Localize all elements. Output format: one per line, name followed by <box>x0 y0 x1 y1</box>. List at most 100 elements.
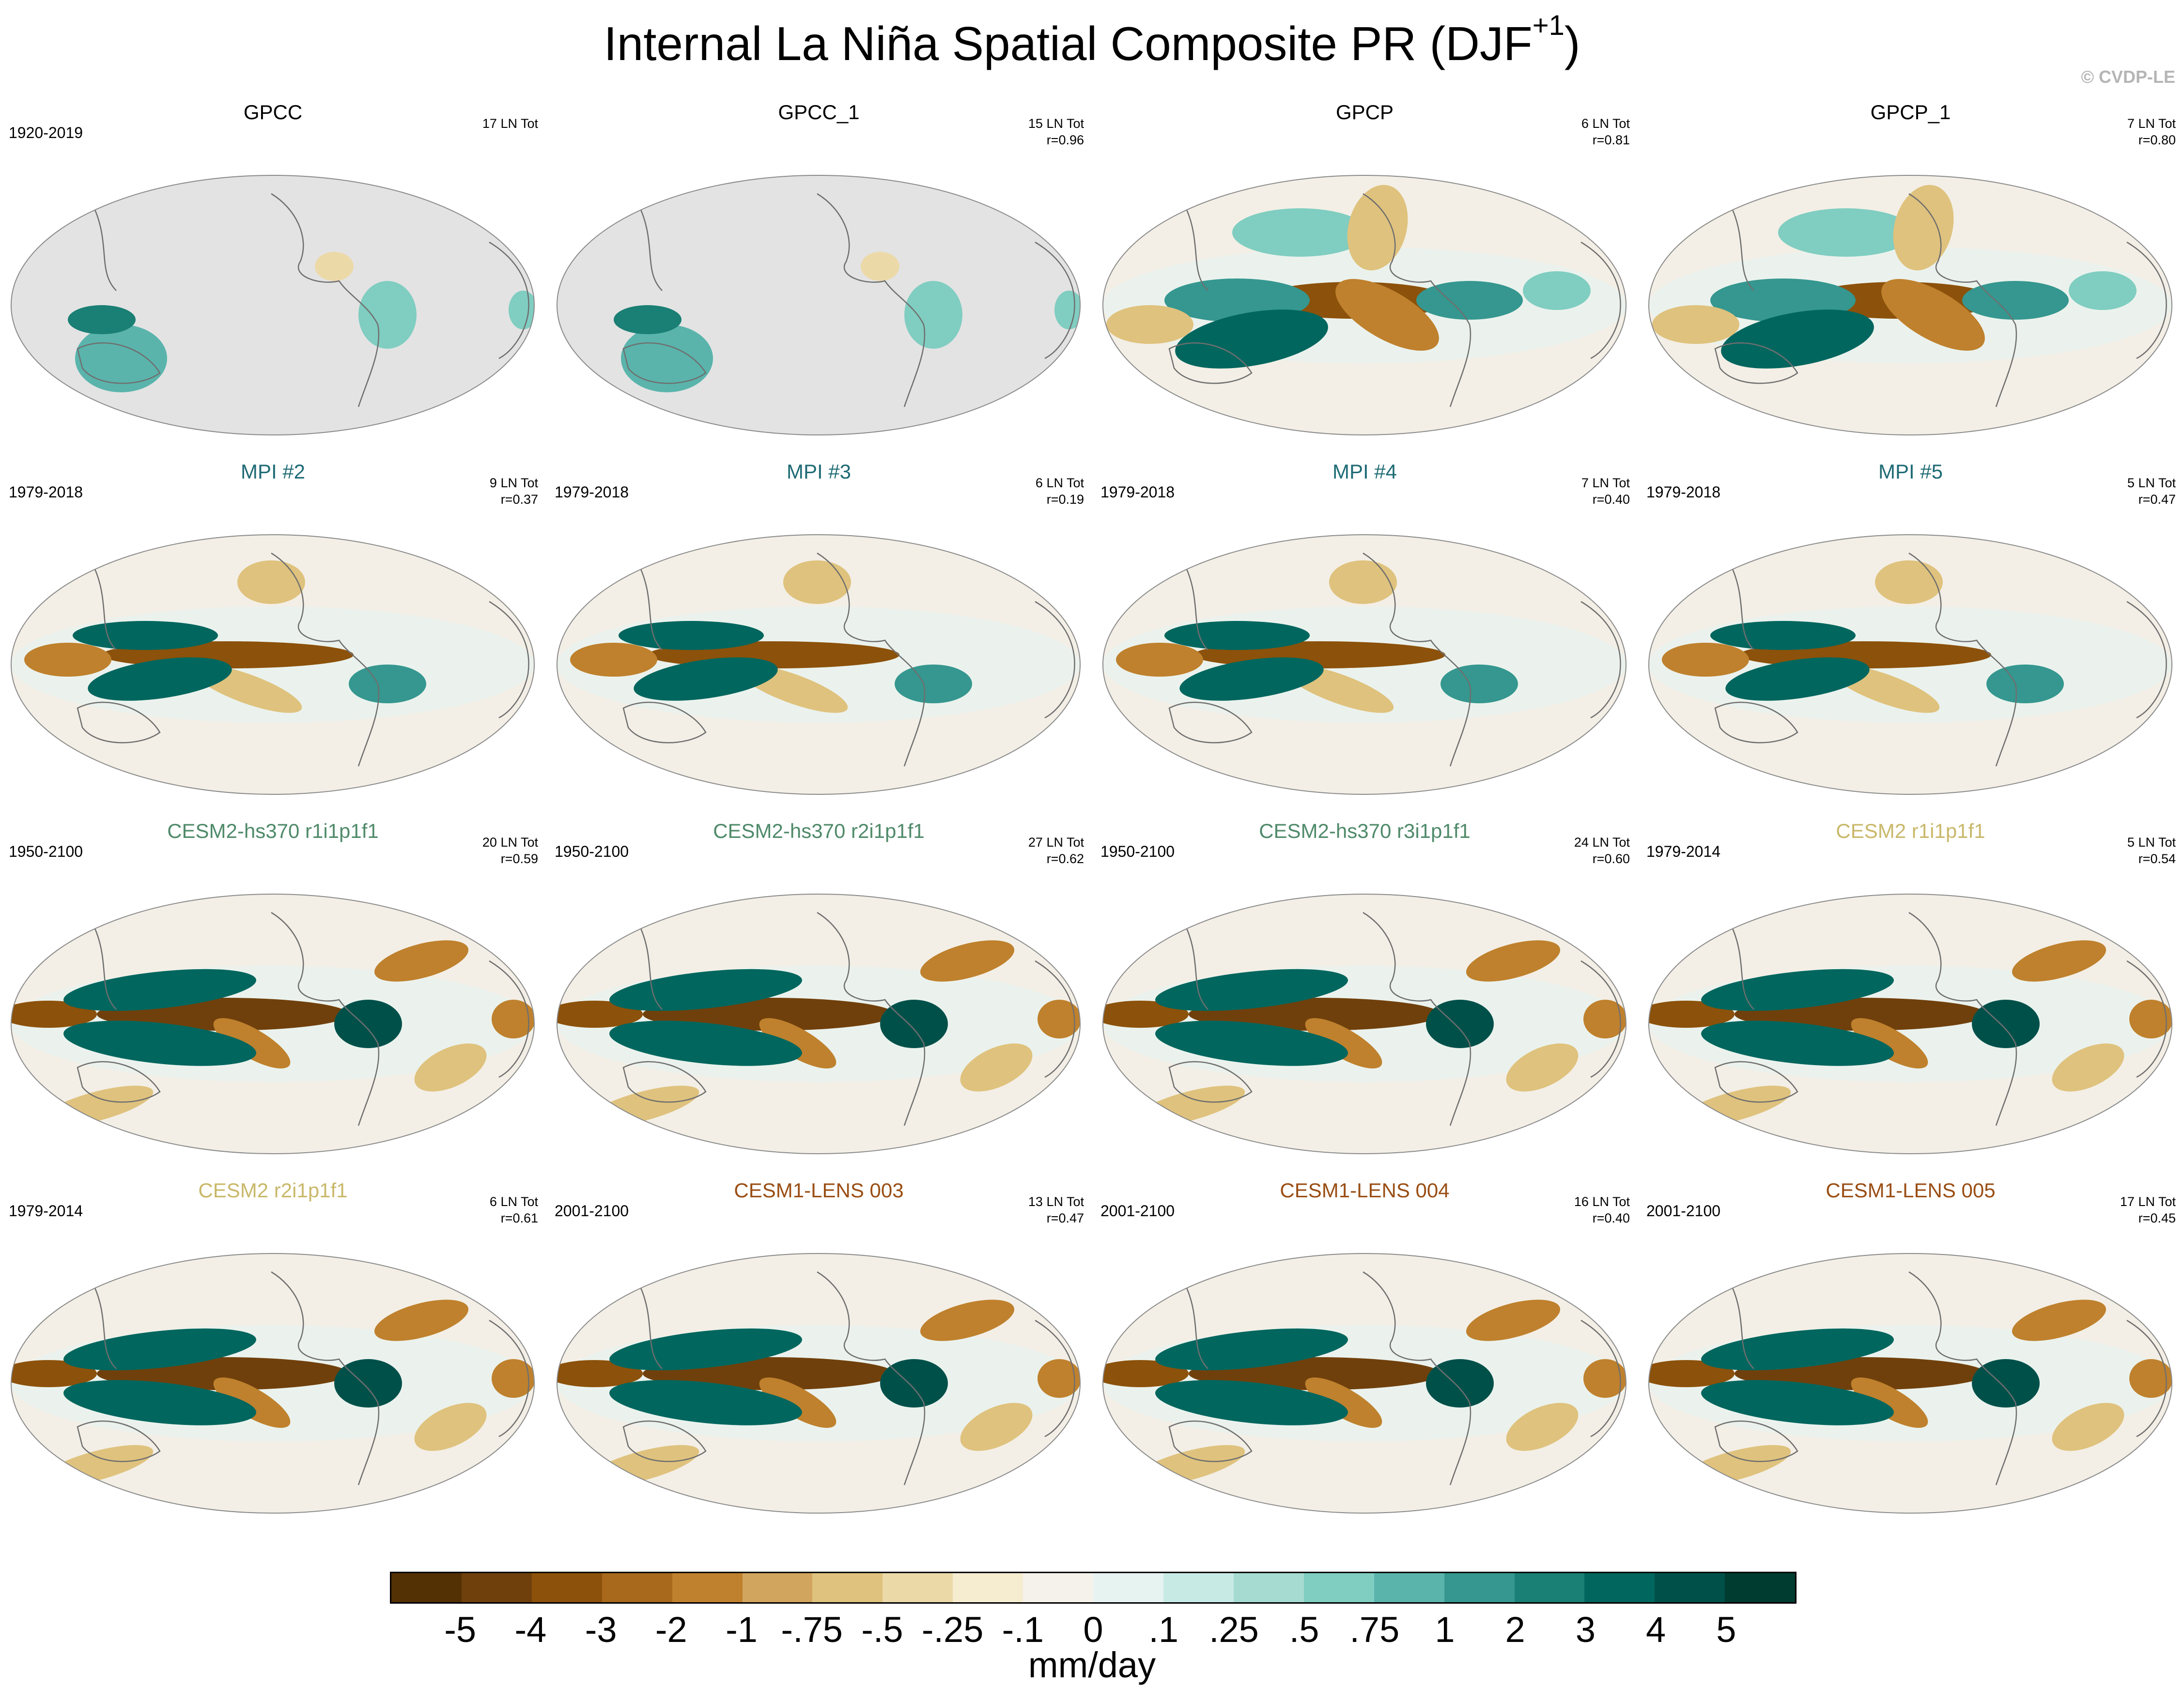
panel-period: 1979-2014 <box>9 1202 83 1220</box>
coastline-asia-australia <box>1168 1281 1253 1462</box>
event-count: 17 LN Tot <box>482 116 538 131</box>
coastline-americas <box>1363 552 1471 767</box>
coastline-asia-australia <box>77 922 161 1103</box>
wet-south-pacific <box>1175 309 1328 369</box>
coastline-americas <box>1363 912 1471 1126</box>
panel-title: CESM2-hs370 r2i1p1f1 <box>713 820 925 842</box>
pattern-correlation: r=0.81 <box>1592 133 1630 147</box>
wet-amazon <box>880 1000 948 1048</box>
wet-north-band <box>1155 1328 1348 1371</box>
title-text: Internal La Niña Spatial Composite PR (D… <box>604 17 1533 70</box>
panel-stats: 16 LN Tot r=0.40 <box>1574 1193 1630 1226</box>
colorbar-swatch <box>672 1573 743 1602</box>
colorbar-swatch <box>883 1573 953 1602</box>
panel-title: GPCC_1 <box>778 101 860 124</box>
event-count: 5 LN Tot <box>2127 476 2176 490</box>
panel-stats: 17 LN Tot <box>482 115 538 132</box>
panel-title: CESM2 r2i1p1f1 <box>198 1179 348 1202</box>
wet-atlantic <box>1441 665 1518 703</box>
dry-east-africa <box>1038 1359 1080 1398</box>
panel-title: CESM1-LENS 005 <box>1826 1179 1996 1202</box>
map-panel: CESM1-LENS 005 2001-2100 17 LN Tot r=0.45 <box>1638 1175 2184 1533</box>
dry-indian <box>557 1001 643 1028</box>
wet-amazon <box>1972 1359 2040 1408</box>
colorbar-swatch <box>1093 1573 1163 1602</box>
wet-south-pacific <box>1721 309 1874 369</box>
coastline-americas <box>1908 1271 2017 1485</box>
colorbar-swatch <box>461 1573 532 1602</box>
map-panel: MPI #5 1979-2018 5 LN Tot r=0.47 <box>1638 456 2184 815</box>
dry-atlantic <box>2012 940 2107 982</box>
coastline-americas <box>817 552 926 767</box>
wet-south-band <box>63 1380 256 1425</box>
wet-north-band <box>1155 969 1348 1011</box>
panel-title: MPI #3 <box>786 460 852 483</box>
colorbar-swatch <box>1584 1573 1655 1602</box>
panel-stats: 13 LN Tot r=0.47 <box>1028 1193 1084 1226</box>
dry-east-africa <box>2129 1000 2172 1038</box>
wet-atlantic <box>1416 281 1523 320</box>
event-count: 6 LN Tot <box>489 1194 538 1209</box>
colorbar-swatch <box>391 1573 462 1602</box>
map-panel: CESM2-hs370 r3i1p1f1 1950-2100 24 LN Tot r=… <box>1092 816 1638 1174</box>
wet-amazon <box>1972 1000 2040 1048</box>
dry-east-africa <box>1038 1000 1080 1038</box>
figure-title: Internal La Niña Spatial Composite PR (D… <box>0 12 2184 73</box>
dry-spcz <box>1305 1377 1382 1428</box>
dry-gulf-coast <box>861 252 899 281</box>
colorbar-tick-label: -2 <box>655 1609 687 1650</box>
colorbar-swatch <box>812 1573 883 1602</box>
precip-map <box>1648 894 2172 1154</box>
colorbar-tick-label: 5 <box>1716 1609 1736 1650</box>
panel-stats: 7 LN Tot r=0.80 <box>2127 115 2176 148</box>
colorbar-swatch <box>1163 1573 1234 1602</box>
wet-atlantic <box>1986 665 2064 703</box>
coastline-americas <box>817 193 926 407</box>
coastline-africa <box>1035 241 1075 359</box>
colorbar-tick-label: .1 <box>1148 1609 1179 1650</box>
wet-north-band <box>609 969 802 1011</box>
colorbar-tick-label: 2 <box>1505 1609 1525 1650</box>
dry-south-atlantic <box>414 1403 487 1451</box>
wet-indian <box>1523 271 1591 310</box>
panel-period: 1950-2100 <box>555 843 629 860</box>
dry-north-pacific <box>783 560 851 604</box>
coastline-americas <box>271 912 380 1126</box>
panel-period: 1950-2100 <box>9 843 83 860</box>
wet-atlantic <box>349 665 426 703</box>
panel-title: CESM1-LENS 004 <box>1280 1179 1450 1202</box>
panel-stats: 15 LN Tot r=0.96 <box>1028 115 1084 148</box>
wet-north-band <box>1701 1328 1894 1371</box>
colorbar-swatch <box>1303 1573 1374 1602</box>
wet-north-band <box>1710 621 1856 650</box>
map-outline <box>557 894 1081 1154</box>
pattern-correlation: r=0.47 <box>2138 492 2176 507</box>
coastline-africa <box>2126 960 2167 1078</box>
map-outline <box>11 534 535 795</box>
coastline-asia-australia <box>622 562 707 743</box>
wet-australia <box>75 325 167 392</box>
colorbar-tick-label: .75 <box>1349 1609 1400 1650</box>
pattern-correlation: r=0.37 <box>500 492 538 507</box>
precip-map <box>557 534 1081 795</box>
wet-atlantic <box>895 665 972 703</box>
event-count: 7 LN Tot <box>1581 476 1630 490</box>
dry-east-africa <box>1583 1359 1626 1398</box>
pattern-correlation: r=0.47 <box>1046 1211 1084 1225</box>
dry-spcz <box>759 1018 836 1068</box>
dry-indian-west <box>1106 305 1193 344</box>
wet-amazon <box>880 1359 948 1408</box>
event-count: 17 LN Tot <box>2120 1194 2176 1209</box>
wet-amazon <box>334 1000 402 1048</box>
wet-amazon <box>334 1359 402 1408</box>
dry-north-pacific <box>1875 560 1943 604</box>
precip-map <box>1648 175 2172 435</box>
coastline-africa <box>1580 960 1621 1078</box>
panel-stats: 20 LN Tot r=0.59 <box>482 834 538 867</box>
precip-map <box>1648 1253 2172 1514</box>
colorbar-swatch <box>531 1573 602 1602</box>
map-outline <box>1648 534 2172 795</box>
map-panel: GPCP 6 LN Tot r=0.81 <box>1092 97 1638 455</box>
precip-map <box>11 534 535 795</box>
wet-south-band <box>1179 657 1324 701</box>
